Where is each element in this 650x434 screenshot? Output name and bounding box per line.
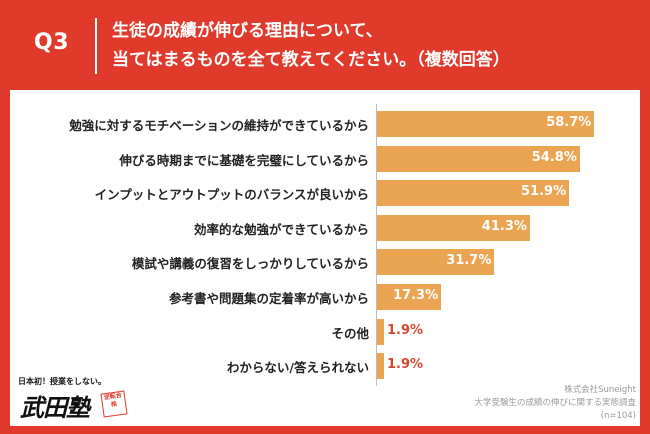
value-label: 1.9%	[387, 357, 424, 373]
bar	[377, 318, 385, 345]
value-label: 58.7%	[546, 115, 592, 130]
value-label: 51.9%	[521, 184, 567, 200]
category-label: わからない/答えられない	[226, 360, 369, 376]
bar	[377, 249, 495, 276]
source-company: 株式会社Suneight	[564, 385, 636, 395]
category-label: インプットとアウトプットのバランスが良いから	[94, 187, 369, 203]
value-label: 31.7%	[446, 253, 492, 269]
bar	[377, 284, 441, 310]
category-label: その他	[331, 325, 369, 341]
page-title: 生徒の成績が伸びる理由について、 当てはまるものを全て教えてください。（複数回答…	[112, 17, 632, 75]
bar	[377, 145, 580, 172]
question-number: Q3	[34, 30, 70, 55]
chart-panel: 勉強に対するモチベーションの維持ができているから 58.7% 伸びる時期までに基礎を…	[10, 90, 640, 426]
header-divider	[95, 18, 97, 74]
source-sample: (n=104)	[600, 411, 636, 421]
category-label: 模試や講義の復習をしっかりしているから	[131, 256, 369, 272]
header: Q3 生徒の成績が伸びる理由について、 当てはまるものを全て教えてください。（複…	[0, 0, 650, 90]
category-label: 参考書や問題集の定着率が高いから	[168, 291, 369, 306]
bar	[377, 111, 595, 137]
category-label: 効率的な勉強ができているから	[193, 221, 369, 237]
bar	[377, 214, 530, 241]
logo-tagline: 日本初！授業をしない。	[18, 376, 106, 386]
category-axis-line	[376, 104, 377, 387]
logo-name: 武田塾	[20, 393, 90, 422]
bar	[377, 180, 570, 207]
source-survey: 大学受験生の成績の伸びに関する実態調査	[474, 398, 636, 408]
title-line-2: 当てはまるものを全て教えてください。（複数回答）	[112, 50, 510, 70]
category-label: 伸びる時期までに基礎を完璧にしているから	[119, 152, 369, 168]
value-label: 17.3%	[393, 288, 439, 303]
value-label: 1.9%	[387, 322, 424, 338]
logo-stamp: 逆転合格	[100, 390, 128, 418]
category-label: 勉強に対するモチベーションの維持ができているから	[69, 118, 369, 133]
value-label: 54.8%	[531, 149, 577, 165]
source-note: 株式会社Suneight 大学受験生の成績の伸びに関する実態調査 (n=104)	[474, 384, 636, 423]
takeda-juku-logo: 日本初！授業をしない。 武田塾 逆転合格	[18, 376, 130, 424]
value-label: 41.3%	[481, 218, 527, 234]
title-line-1: 生徒の成績が伸びる理由について、	[112, 21, 383, 41]
bar	[377, 353, 385, 380]
